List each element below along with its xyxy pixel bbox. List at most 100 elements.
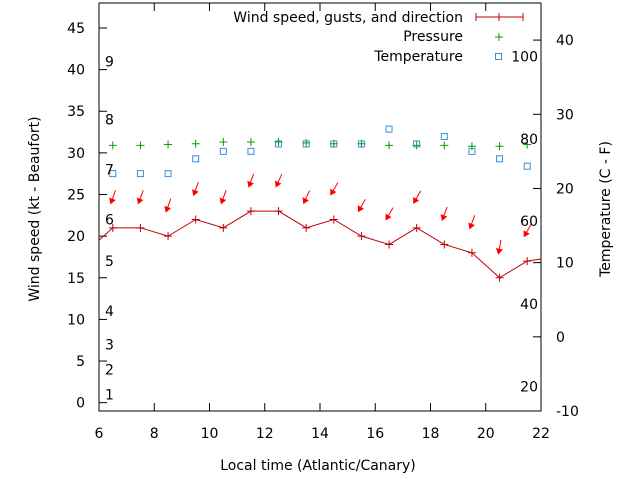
- wind-direction-arrow: [495, 239, 503, 255]
- x-tick-label: 16: [366, 426, 384, 442]
- x-tick-label: 10: [201, 426, 219, 442]
- wind-speed-point: [191, 215, 200, 224]
- y2-tick-label: 20: [556, 181, 574, 197]
- temperature-point: [440, 133, 448, 141]
- y-tick-label: 35: [67, 104, 85, 120]
- wind-direction-arrow-head: [219, 197, 227, 205]
- pressure-point: [219, 138, 228, 147]
- wind-direction-arrow-head: [440, 214, 448, 222]
- wind-speed-point: [302, 223, 311, 232]
- wind-speed-point: [495, 273, 504, 282]
- beaufort-label: 6: [105, 212, 114, 228]
- pressure-point: [246, 138, 255, 147]
- wind-direction-arrow: [523, 223, 532, 238]
- beaufort-label: 8: [105, 113, 114, 129]
- beaufort-label: 9: [105, 54, 114, 70]
- y-tick-label: 5: [76, 354, 85, 370]
- pressure-point: [467, 142, 476, 151]
- beaufort-label: 1: [105, 387, 114, 403]
- y-tick-label: 30: [67, 146, 85, 162]
- tick-labels: 6 8 10 12 14 16 18 20 22051015202530354045-10010…: [67, 21, 579, 442]
- wind-direction-arrow: [247, 173, 255, 188]
- temperature-point: [385, 125, 393, 133]
- x-tick-label: 8: [150, 426, 159, 442]
- wind-speed-point: [136, 223, 145, 232]
- wind-speed-point: [467, 248, 476, 257]
- beaufort-label: 7: [105, 163, 114, 179]
- fahrenheit-label: 40: [520, 297, 538, 313]
- pressure-point: [108, 141, 117, 150]
- legend-label-pressure: Pressure: [403, 29, 463, 45]
- wind-speed-point: [440, 240, 449, 249]
- wind-direction-arrow: [357, 198, 366, 213]
- temperature-point: [164, 170, 172, 178]
- wind-speed-point: [357, 232, 366, 241]
- wind-speed-point: [246, 207, 255, 216]
- wind-direction-arrow: [413, 190, 422, 204]
- x-tick-label: 14: [311, 426, 329, 442]
- wind-speed-point: [412, 223, 421, 232]
- temperature-point: [496, 155, 504, 163]
- wind-speed-point: [108, 223, 117, 232]
- wind-direction-arrow: [468, 215, 476, 230]
- wind-direction-arrow-head: [413, 196, 420, 204]
- beaufort-label: 2: [105, 362, 114, 378]
- wind-direction-arrow-head: [109, 197, 116, 205]
- legend-label-temperature: Temperature: [373, 49, 463, 65]
- legend: Wind speed, gusts, and direction Pressur…: [233, 10, 524, 65]
- wind-speed-point: [164, 232, 173, 241]
- y2-tick-label: 10: [556, 256, 574, 272]
- legend-swatch-wind: [475, 13, 524, 21]
- wind-direction-arrow: [274, 173, 283, 188]
- wind-direction-arrow: [302, 190, 311, 205]
- pressure-point: [136, 141, 145, 150]
- fahrenheit-label: 100: [511, 49, 538, 65]
- beaufort-label: 4: [105, 304, 114, 320]
- axis-ticks: [98, 3, 542, 412]
- pressure-point: [495, 142, 504, 151]
- temperature-point: [468, 147, 476, 155]
- pressure-point: [440, 141, 449, 150]
- wind-direction-arrow-head: [164, 205, 172, 213]
- wind-direction-arrow: [164, 198, 172, 213]
- wind-direction-arrow-head: [330, 188, 337, 196]
- wind-direction-arrow: [192, 181, 199, 197]
- temperature-point: [302, 140, 310, 148]
- wind-direction-arrow-head: [302, 197, 309, 205]
- legend-label-wind: Wind speed, gusts, and direction: [233, 10, 463, 26]
- temperature-point: [357, 140, 365, 148]
- temperature-point: [109, 170, 117, 178]
- wind-speed-point: [329, 215, 338, 224]
- y2-tick-label: 40: [556, 33, 574, 49]
- pressure-point: [191, 139, 200, 148]
- wind-direction-arrow-head: [468, 222, 475, 230]
- wind-direction-arrow-head: [385, 213, 392, 221]
- wind-direction-arrow-head: [274, 180, 282, 188]
- legend-swatch-pressure: [495, 33, 503, 41]
- y-tick-label: 45: [67, 21, 85, 37]
- wind-speed-point: [523, 257, 532, 266]
- wind-speed-point: [274, 207, 283, 216]
- pressure-point: [523, 140, 532, 149]
- pressure-point: [164, 140, 173, 149]
- y2-axis-label: Temperature (C - F): [598, 141, 614, 278]
- x-tick-label: 12: [256, 426, 274, 442]
- fahrenheit-label: 20: [520, 380, 538, 396]
- x-axis-label: Local time (Atlantic/Canary): [220, 458, 416, 474]
- y-tick-label: 10: [67, 312, 85, 328]
- wind-direction-arrow-head: [247, 180, 254, 188]
- wind-direction-arrow: [385, 207, 394, 221]
- wind-direction-arrow: [440, 206, 448, 222]
- temperature-point: [136, 170, 144, 178]
- wind-direction-arrow: [330, 182, 339, 196]
- x-tick-label: 18: [422, 426, 440, 442]
- pressure-point: [385, 141, 394, 150]
- wind-speed-line: [98, 210, 542, 279]
- wind-speed-point: [385, 240, 394, 249]
- temperature-point: [330, 140, 338, 148]
- x-tick-label: 20: [477, 426, 495, 442]
- y2-tick-label: 0: [556, 330, 565, 346]
- y-tick-label: 15: [67, 271, 85, 287]
- beaufort-label: 3: [105, 337, 114, 353]
